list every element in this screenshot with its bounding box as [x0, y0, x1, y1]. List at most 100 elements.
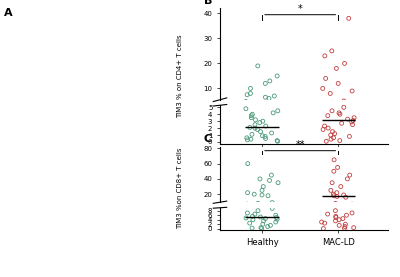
Point [266, 178, 273, 183]
Point [350, 118, 356, 123]
Point [338, 104, 345, 109]
Point [340, 184, 347, 188]
Point [244, 211, 251, 215]
Point [325, 106, 331, 111]
Point [338, 159, 344, 163]
Point [256, 120, 263, 125]
Point [262, 136, 269, 141]
Point [243, 107, 249, 111]
Point [257, 203, 264, 208]
Point [254, 107, 261, 111]
Point [262, 109, 268, 114]
Text: C: C [204, 134, 212, 144]
Point [323, 111, 330, 116]
Point [337, 112, 343, 117]
Point [251, 192, 258, 196]
Point [320, 107, 326, 111]
Point [344, 103, 351, 107]
Point [349, 202, 355, 206]
Point [332, 205, 339, 209]
Point [255, 201, 261, 206]
Point [244, 161, 251, 166]
Point [338, 121, 345, 125]
Point [329, 147, 335, 152]
Point [274, 74, 280, 78]
Point [349, 77, 355, 82]
Point [320, 86, 326, 91]
Point [336, 138, 343, 143]
Point [257, 136, 263, 140]
Point [344, 177, 350, 181]
Point [272, 213, 279, 217]
Point [244, 138, 250, 142]
Text: **: ** [296, 140, 305, 150]
Point [341, 99, 347, 103]
Point [318, 205, 325, 209]
Text: TIM3 % on CD4+ T cells: TIM3 % on CD4+ T cells [177, 34, 183, 118]
Point [327, 84, 334, 89]
Point [341, 207, 348, 212]
Point [331, 114, 337, 118]
Point [334, 194, 340, 199]
Point [247, 84, 254, 89]
Point [343, 203, 350, 207]
Point [272, 220, 279, 224]
Point [260, 222, 266, 227]
Text: A: A [4, 8, 13, 18]
Point [321, 106, 328, 110]
Point [246, 205, 253, 210]
Point [262, 106, 269, 110]
Point [341, 105, 347, 109]
Point [274, 36, 280, 40]
Point [256, 104, 263, 109]
Point [340, 193, 347, 197]
Point [328, 109, 334, 113]
Point [254, 8, 261, 12]
Point [244, 110, 250, 114]
Point [259, 134, 266, 138]
Point [271, 91, 278, 96]
Point [249, 203, 256, 207]
Point [338, 184, 344, 189]
Point [351, 102, 357, 107]
Point [333, 15, 340, 19]
Point [273, 203, 280, 208]
Point [322, 43, 329, 47]
Point [249, 226, 255, 230]
Point [328, 49, 335, 53]
Point [346, 16, 352, 20]
Point [264, 224, 271, 229]
Point [333, 203, 339, 208]
Point [350, 104, 356, 108]
Point [260, 219, 267, 223]
Point [244, 191, 251, 195]
Point [252, 122, 258, 127]
Point [329, 181, 335, 185]
Point [342, 222, 348, 227]
Point [250, 204, 256, 209]
Point [328, 133, 334, 137]
Point [270, 101, 276, 105]
Point [259, 184, 265, 188]
Point [334, 188, 340, 193]
Point [249, 132, 255, 137]
Point [336, 223, 342, 228]
Point [332, 219, 339, 223]
Point [267, 206, 274, 211]
Point [244, 177, 251, 181]
Point [332, 209, 339, 213]
Point [318, 220, 325, 224]
Point [266, 50, 273, 54]
Point [260, 184, 266, 189]
Point [268, 108, 275, 112]
Point [334, 165, 341, 170]
Point [328, 137, 334, 142]
Text: *: * [298, 4, 302, 14]
Point [329, 109, 335, 113]
Point [262, 216, 268, 221]
Point [322, 221, 328, 225]
Point [268, 125, 275, 129]
Point [274, 217, 280, 222]
Point [336, 111, 342, 115]
Point [342, 224, 348, 229]
